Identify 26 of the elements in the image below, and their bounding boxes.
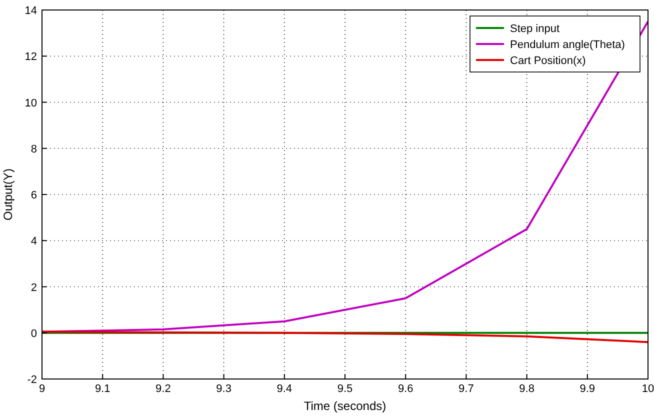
legend-label: Step input (510, 23, 560, 35)
x-axis-title: Time (seconds) (304, 399, 386, 413)
x-tick-label: 9.1 (94, 383, 110, 395)
legend-label: Cart Position(x) (510, 55, 586, 67)
y-tick-label: 0 (30, 328, 37, 340)
x-tick-label: 9.3 (216, 383, 232, 395)
y-tick-label: 14 (24, 5, 37, 17)
y-tick-label: -2 (27, 374, 37, 386)
y-tick-label: 10 (24, 97, 37, 110)
x-tick-label: 9.8 (519, 383, 534, 395)
x-tick-label: 9.2 (156, 383, 171, 395)
x-tick-label: 9.5 (337, 383, 353, 395)
y-tick-label: 8 (30, 143, 37, 156)
x-tick-label: 9.6 (398, 383, 414, 395)
x-tick-label: 9 (38, 383, 46, 395)
x-tick-label: 9.9 (580, 383, 596, 395)
y-tick-label: 12 (24, 51, 37, 64)
y-tick-label: 6 (30, 190, 37, 202)
line-series (41, 330, 649, 344)
y-tick-label: 4 (30, 236, 37, 248)
x-tick-label: 10 (642, 383, 654, 395)
y-tick-label: 2 (30, 282, 37, 294)
x-tick-label: 9.4 (276, 383, 292, 395)
legend-label: Pendulum angle(Theta) (510, 39, 625, 51)
x-tick-label: 9.7 (458, 383, 474, 395)
y-axis-title: Output(Y) (1, 168, 15, 221)
